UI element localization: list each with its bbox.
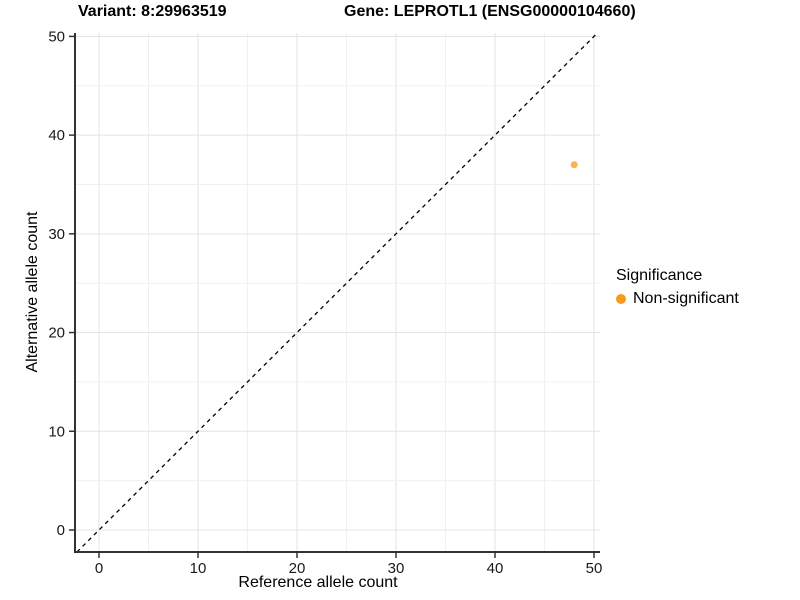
y-tick-label: 20 xyxy=(48,325,65,342)
x-axis-title: Reference allele count xyxy=(238,574,398,591)
x-tick-label: 0 xyxy=(95,560,103,577)
plot-title-variant: Variant: 8:29963519 xyxy=(78,3,227,20)
y-tick-label: 30 xyxy=(48,226,65,243)
legend-entry: Non-significant xyxy=(616,290,739,308)
x-tick-label: 50 xyxy=(586,560,603,577)
x-tick-label: 10 xyxy=(190,560,207,577)
plot-title-gene: Gene: LEPROTL1 (ENSG00000104660) xyxy=(344,3,636,20)
y-tick-label: 0 xyxy=(57,522,65,539)
identity-line xyxy=(76,32,598,553)
y-tick-label: 10 xyxy=(48,423,65,440)
data-point xyxy=(570,161,578,169)
legend-entries: Non-significant xyxy=(616,290,739,308)
y-axis-title: Alternative allele count xyxy=(24,211,41,373)
x-tick-label: 30 xyxy=(388,560,405,577)
x-tick-label: 20 xyxy=(289,560,306,577)
y-tick-label: 50 xyxy=(48,28,65,45)
legend: Significance Non-significant xyxy=(616,267,739,308)
x-tick-label: 40 xyxy=(487,560,504,577)
legend-title: Significance xyxy=(616,267,703,284)
y-tick-label: 40 xyxy=(48,127,65,144)
legend-point-icon xyxy=(616,294,626,304)
legend-entry-label: Non-significant xyxy=(633,290,739,307)
